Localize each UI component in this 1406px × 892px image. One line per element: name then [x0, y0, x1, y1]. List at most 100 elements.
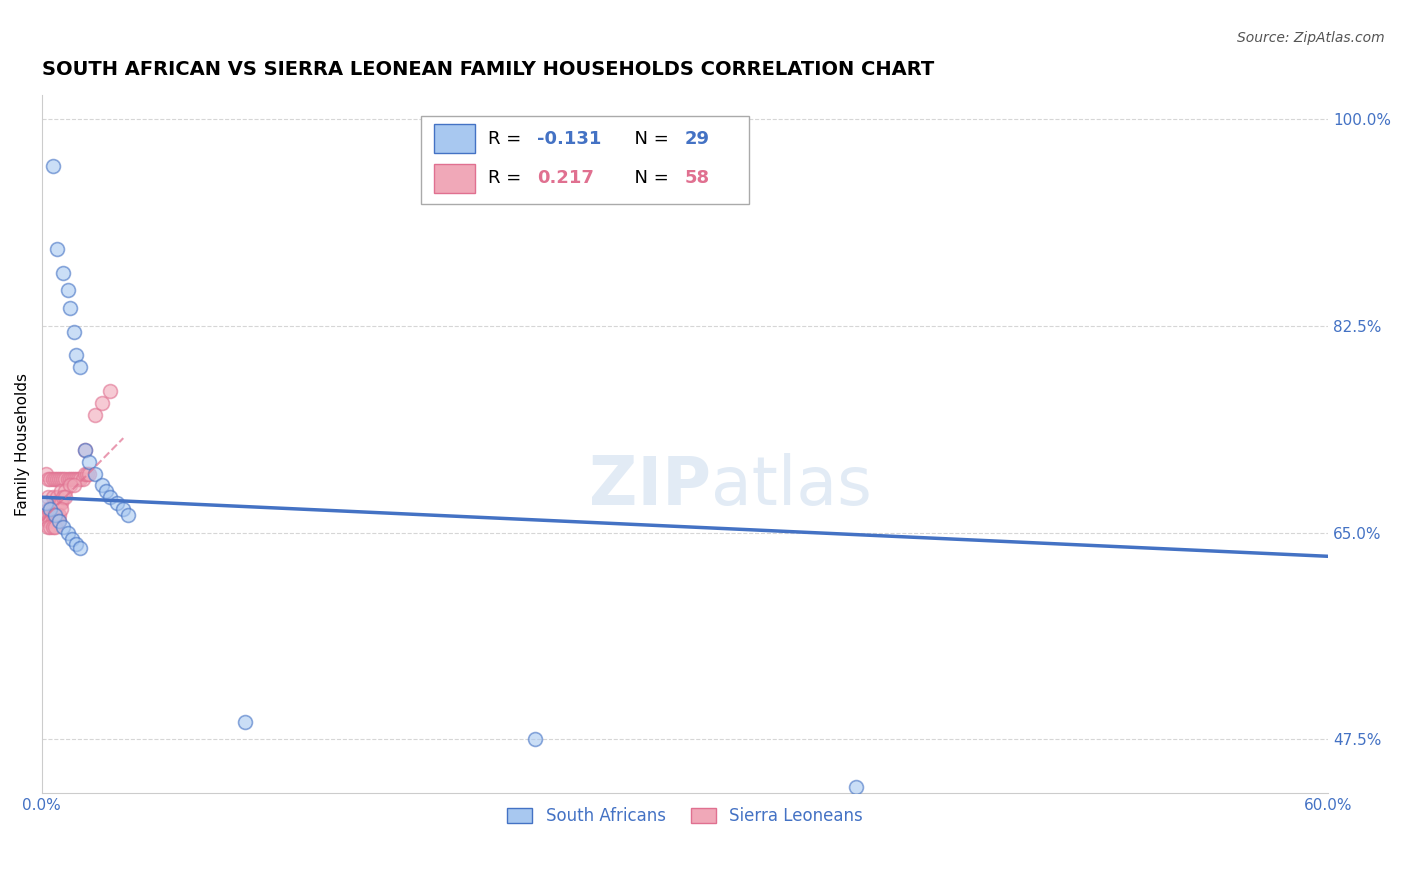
Point — [76, 467, 98, 481]
Point — [112, 502, 135, 516]
Text: SOUTH AFRICAN VS SIERRA LEONEAN FAMILY HOUSEHOLDS CORRELATION CHART: SOUTH AFRICAN VS SIERRA LEONEAN FAMILY H… — [42, 60, 934, 78]
Point — [69, 473, 91, 487]
Point — [52, 266, 75, 280]
FancyBboxPatch shape — [422, 116, 749, 203]
Point — [44, 508, 66, 522]
Point — [69, 360, 91, 375]
Point — [49, 502, 72, 516]
Point — [55, 490, 77, 504]
Point — [56, 473, 79, 487]
Point — [73, 442, 96, 457]
Legend: South Africans, Sierra Leoneans: South Africans, Sierra Leoneans — [499, 798, 870, 833]
Point — [49, 496, 72, 510]
Point — [35, 467, 58, 481]
Point — [65, 473, 87, 487]
Point — [235, 714, 257, 729]
Point — [48, 508, 70, 522]
FancyBboxPatch shape — [434, 124, 475, 153]
Point — [63, 325, 86, 339]
Point — [45, 490, 67, 504]
Point — [45, 473, 67, 487]
Text: atlas: atlas — [710, 453, 872, 519]
Point — [48, 473, 70, 487]
Point — [44, 520, 66, 534]
Point — [94, 484, 117, 499]
Point — [56, 525, 79, 540]
Point — [84, 467, 107, 481]
Point — [77, 455, 100, 469]
Point — [67, 473, 90, 487]
Point — [52, 473, 75, 487]
Point — [41, 490, 63, 504]
Text: R =: R = — [488, 169, 527, 187]
Point — [44, 508, 66, 522]
Point — [72, 473, 94, 487]
Point — [65, 348, 87, 362]
Point — [41, 473, 63, 487]
Point — [48, 514, 70, 528]
Text: N =: N = — [623, 169, 675, 187]
Point — [39, 508, 62, 522]
Point — [35, 496, 58, 510]
Point — [45, 508, 67, 522]
Text: Source: ZipAtlas.com: Source: ZipAtlas.com — [1237, 31, 1385, 45]
Point — [37, 502, 59, 516]
Text: 29: 29 — [685, 129, 710, 148]
Point — [100, 490, 122, 504]
Point — [100, 384, 122, 398]
Point — [39, 502, 62, 516]
Text: 0.217: 0.217 — [537, 169, 593, 187]
Point — [49, 473, 72, 487]
Point — [90, 478, 112, 492]
Point — [41, 514, 63, 528]
Point — [63, 473, 86, 487]
Point — [37, 508, 59, 522]
Point — [39, 520, 62, 534]
Point — [41, 502, 63, 516]
Text: 58: 58 — [685, 169, 710, 187]
Point — [59, 478, 82, 492]
Y-axis label: Family Households: Family Households — [15, 373, 30, 516]
Point — [523, 732, 546, 747]
Point — [37, 520, 59, 534]
Point — [77, 467, 100, 481]
Point — [41, 520, 63, 534]
Point — [55, 484, 77, 499]
FancyBboxPatch shape — [434, 164, 475, 193]
Point — [44, 496, 66, 510]
Point — [84, 408, 107, 422]
Text: R =: R = — [488, 129, 527, 148]
Point — [60, 473, 83, 487]
Text: ZIP: ZIP — [589, 453, 710, 519]
Point — [49, 484, 72, 499]
Point — [52, 490, 75, 504]
Point — [90, 395, 112, 409]
Point — [845, 780, 868, 794]
Point — [44, 473, 66, 487]
Point — [45, 242, 67, 256]
Point — [45, 496, 67, 510]
Point — [45, 514, 67, 528]
Point — [59, 473, 82, 487]
Point — [105, 496, 128, 510]
Point — [59, 301, 82, 315]
Point — [39, 502, 62, 516]
Point — [37, 490, 59, 504]
Point — [117, 508, 139, 522]
Point — [41, 508, 63, 522]
Point — [69, 541, 91, 555]
Point — [73, 467, 96, 481]
Point — [73, 442, 96, 457]
Point — [56, 284, 79, 298]
Point — [48, 514, 70, 528]
Point — [41, 159, 63, 173]
Point — [63, 478, 86, 492]
Point — [39, 514, 62, 528]
Point — [60, 532, 83, 546]
Text: -0.131: -0.131 — [537, 129, 602, 148]
Point — [52, 520, 75, 534]
Point — [39, 473, 62, 487]
Point — [48, 496, 70, 510]
Point — [44, 514, 66, 528]
Point — [55, 473, 77, 487]
